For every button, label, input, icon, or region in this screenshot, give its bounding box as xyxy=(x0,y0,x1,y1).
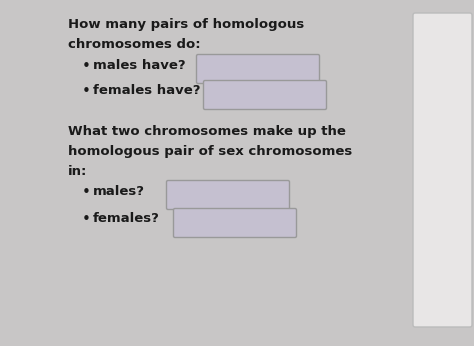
FancyBboxPatch shape xyxy=(203,81,327,109)
Text: •: • xyxy=(82,185,91,200)
FancyBboxPatch shape xyxy=(173,209,297,237)
FancyBboxPatch shape xyxy=(197,55,319,83)
Text: How many pairs of homologous: How many pairs of homologous xyxy=(68,18,304,31)
FancyBboxPatch shape xyxy=(413,13,472,327)
Text: males?: males? xyxy=(93,185,145,198)
Text: females?: females? xyxy=(93,212,160,225)
Text: What two chromosomes make up the: What two chromosomes make up the xyxy=(68,125,346,138)
Text: in:: in: xyxy=(68,165,87,178)
FancyBboxPatch shape xyxy=(166,181,290,209)
Text: •: • xyxy=(82,84,91,99)
Text: males have?: males have? xyxy=(93,59,186,72)
Text: homologous pair of sex chromosomes: homologous pair of sex chromosomes xyxy=(68,145,352,158)
Text: chromosomes do:: chromosomes do: xyxy=(68,38,201,51)
Text: females have?: females have? xyxy=(93,84,201,97)
Text: •: • xyxy=(82,212,91,227)
Text: •: • xyxy=(82,59,91,74)
